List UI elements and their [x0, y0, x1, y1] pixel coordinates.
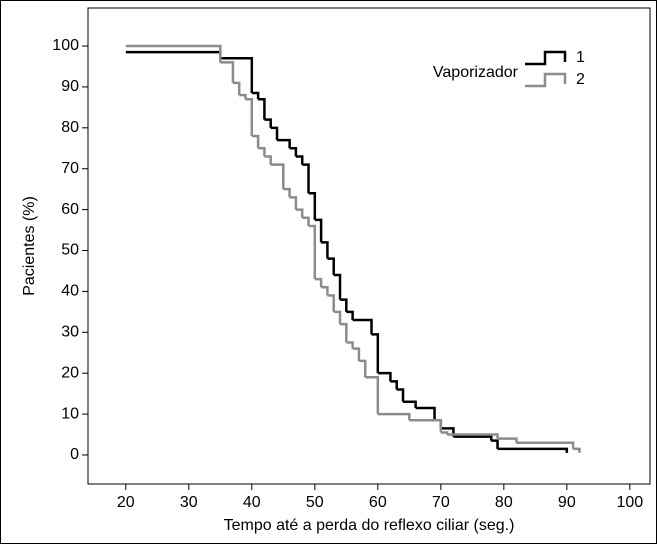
y-tick-label: 20	[61, 364, 79, 381]
step-segment	[264, 118, 272, 128]
step-segment	[251, 134, 260, 149]
step-segment	[440, 431, 449, 435]
step-segment	[497, 437, 518, 443]
step-segment	[295, 155, 304, 165]
legend-label: 2	[576, 71, 585, 88]
step-segment	[321, 286, 329, 296]
step-segment	[327, 294, 335, 312]
step-segment	[453, 435, 493, 441]
x-tick-label: 60	[369, 494, 387, 511]
step-segment	[251, 91, 260, 100]
step-segment	[409, 418, 443, 433]
step-segment	[396, 388, 405, 402]
step-segment	[308, 224, 317, 280]
step-segment	[289, 196, 298, 210]
step-segment	[283, 187, 291, 198]
x-tick-label: 90	[558, 494, 576, 511]
legend-swatch	[525, 50, 567, 66]
step-segment	[516, 441, 575, 449]
step-segment	[497, 447, 569, 453]
step-segment	[245, 97, 254, 136]
step-segment	[333, 273, 342, 300]
step-segment	[277, 138, 291, 149]
legend-label: 1	[576, 49, 585, 66]
step-segment	[365, 376, 380, 415]
step-segment	[447, 433, 499, 439]
y-tick-label: 80	[61, 119, 79, 136]
step-segment	[264, 155, 272, 165]
step-segment	[302, 216, 310, 226]
step-segment	[258, 97, 266, 120]
step-segment	[340, 322, 348, 343]
step-segment	[377, 412, 411, 421]
step-segment	[358, 359, 367, 378]
step-segment	[333, 310, 342, 325]
step-segment	[327, 257, 335, 276]
step-segment	[125, 50, 222, 59]
step-segment	[340, 298, 348, 312]
step-segment	[232, 81, 241, 96]
y-tick-label: 0	[70, 446, 79, 463]
x-tick-label: 50	[306, 494, 324, 511]
step-segment	[220, 61, 235, 83]
step-segment	[321, 241, 329, 259]
step-segment	[239, 93, 247, 100]
step-segment	[314, 277, 323, 288]
step-segment	[302, 163, 310, 194]
step-segment	[352, 347, 361, 361]
step-segment	[573, 447, 581, 453]
x-tick-label: 100	[616, 494, 643, 511]
y-tick-label: 100	[52, 37, 79, 54]
y-tick-label: 30	[61, 324, 79, 341]
step-segment	[390, 380, 398, 390]
step-segment	[295, 208, 304, 218]
step-segment	[289, 147, 298, 157]
plot-frame	[87, 7, 651, 485]
step-segment	[415, 406, 436, 421]
step-segment	[491, 439, 499, 449]
x-tick-label: 70	[432, 494, 450, 511]
x-tick-label: 80	[495, 494, 513, 511]
y-tick-label: 60	[61, 201, 79, 218]
legend-swatch	[525, 72, 567, 88]
step-segment	[270, 126, 279, 141]
y-axis-label: Pacientes (%)	[21, 196, 38, 296]
step-segment	[270, 163, 285, 190]
step-segment	[308, 191, 317, 220]
y-tick-label: 50	[61, 242, 79, 259]
y-tick-label: 90	[61, 78, 79, 95]
step-segment	[377, 371, 392, 382]
step-segment	[220, 57, 254, 94]
step-segment	[346, 310, 354, 321]
step-segment	[346, 341, 354, 349]
x-tick-label: 20	[117, 494, 135, 511]
y-tick-label: 10	[61, 405, 79, 422]
step-segment	[125, 44, 222, 63]
legend-title: Vaporizador	[433, 64, 519, 81]
step-segment	[371, 333, 380, 374]
step-segment	[314, 218, 323, 243]
x-axis-label: Tempo até a perda do reflexo ciliar (seg…	[224, 517, 515, 534]
x-tick-label: 40	[243, 494, 261, 511]
step-segment	[403, 400, 417, 408]
x-tick-label: 30	[180, 494, 198, 511]
y-tick-label: 70	[61, 160, 79, 177]
step-segment	[258, 147, 266, 157]
step-segment	[352, 318, 373, 335]
y-tick-label: 40	[61, 283, 79, 300]
